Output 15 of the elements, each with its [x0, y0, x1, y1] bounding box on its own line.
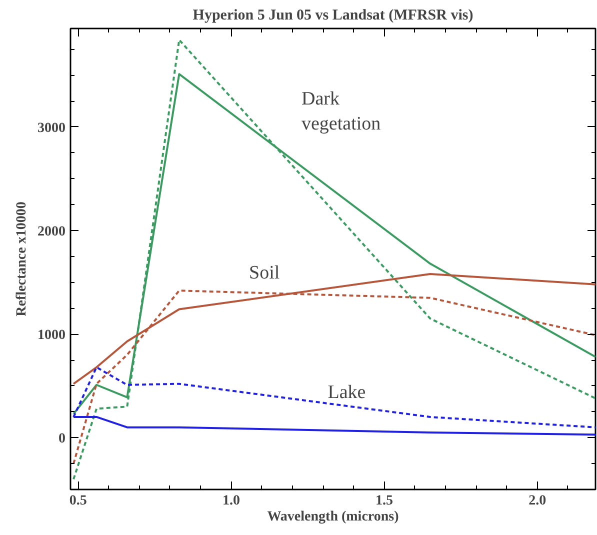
annotation: Dark vegetation	[302, 88, 382, 135]
line-series	[72, 38, 596, 480]
annotation: Soil	[249, 262, 280, 284]
y-tick-label: 2000	[38, 224, 66, 240]
x-tick-label: 1.5	[376, 494, 394, 508]
y-tick-label: 1000	[38, 328, 66, 344]
y-axis-title: Reflectance x10000	[14, 202, 30, 316]
y-tick-label: 0	[58, 432, 66, 447]
x-tick-label: 1.0	[222, 494, 240, 508]
y-tick-label: 3000	[38, 120, 66, 136]
annotation: Lake	[328, 382, 366, 404]
chart-title: Hyperion 5 Jun 05 vs Landsat (MFRSR vis)	[192, 8, 474, 24]
x-tick-label: 0.5	[69, 494, 87, 508]
x-tick-label: 2.0	[528, 494, 546, 508]
x-axis-title: Wavelength (microns)	[267, 510, 400, 524]
